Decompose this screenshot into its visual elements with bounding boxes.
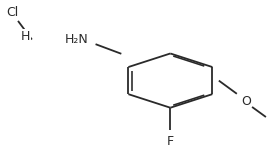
Text: Cl: Cl [6,6,18,19]
Text: H₂N: H₂N [65,33,89,46]
Text: F: F [167,135,174,148]
Text: H: H [21,30,30,43]
Text: O: O [241,95,251,108]
